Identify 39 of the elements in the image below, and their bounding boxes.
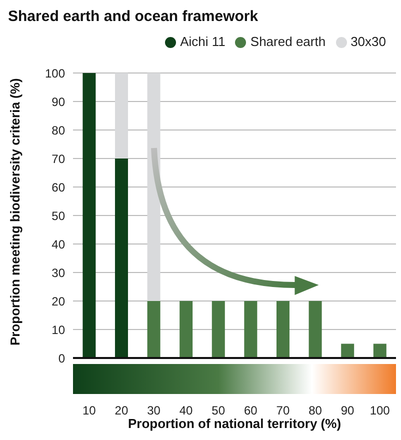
- x-axis-title: Proportion of national territory (%): [128, 416, 342, 431]
- bar: [147, 73, 160, 301]
- bar: [114, 158, 128, 358]
- y-tick-label: 10: [52, 322, 66, 337]
- y-tick-label: 70: [52, 152, 66, 166]
- x-tick-label: 60: [244, 404, 258, 418]
- bar: [373, 344, 386, 358]
- x-tick-label: 30: [147, 404, 161, 418]
- x-tick-label: 40: [179, 404, 194, 418]
- bar: [244, 301, 258, 358]
- y-axis-title: Proportion meeting biodiversity criteria (%): [8, 78, 23, 346]
- x-tick-label: 10: [82, 404, 96, 418]
- x-tick-label: 20: [114, 404, 128, 418]
- bar: [180, 301, 193, 358]
- x-tick-label: 70: [276, 404, 290, 418]
- y-tick-label: 80: [52, 123, 66, 138]
- bar: [147, 301, 160, 358]
- bar: [114, 73, 128, 158]
- bar: [212, 301, 225, 358]
- bar: [341, 344, 354, 358]
- bar: [82, 73, 96, 358]
- y-tick-label: 20: [52, 294, 66, 308]
- bar: [276, 301, 290, 358]
- y-tick-label: 50: [52, 208, 66, 223]
- legend-label: Aichi 11: [180, 34, 226, 49]
- y-tick-label: 40: [52, 237, 66, 252]
- y-tick-label: 60: [52, 180, 66, 194]
- x-tick-label: 100: [370, 404, 390, 418]
- y-tick-label: 30: [52, 266, 66, 280]
- x-tick-label: 80: [308, 404, 322, 418]
- y-tick-label: 0: [58, 351, 66, 366]
- chart-title: Shared earth and ocean framework: [8, 8, 258, 25]
- x-tick-label: 90: [340, 404, 355, 418]
- y-tick-label: 90: [52, 94, 66, 109]
- legend-label: 30x30: [350, 34, 386, 49]
- y-tick-label: 100: [44, 66, 66, 80]
- x-tick-label: 50: [212, 404, 226, 418]
- bar: [308, 301, 322, 358]
- legend-label: Shared earth: [250, 34, 326, 49]
